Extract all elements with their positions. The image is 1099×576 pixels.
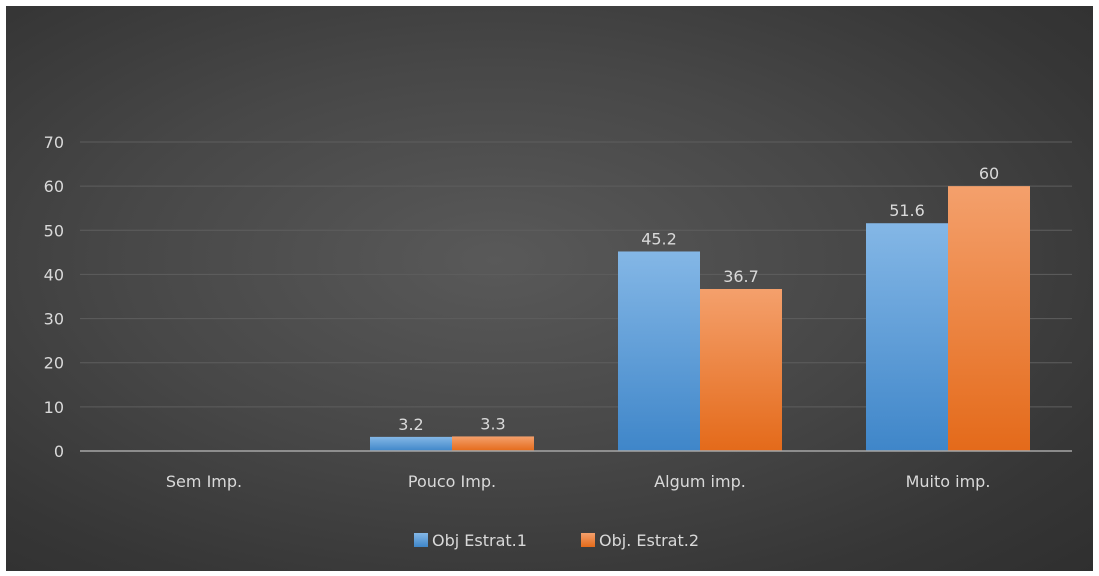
y-tick-label: 20 bbox=[44, 354, 64, 373]
legend-label: Obj. Estrat.2 bbox=[599, 531, 699, 550]
legend-swatch bbox=[414, 533, 428, 547]
y-tick-label: 40 bbox=[44, 265, 64, 284]
y-tick-label: 60 bbox=[44, 177, 64, 196]
bar bbox=[370, 436, 452, 451]
bar bbox=[700, 288, 782, 451]
data-label: 45.2 bbox=[641, 229, 677, 248]
category-label: Muito imp. bbox=[906, 472, 991, 491]
bar-chart: 0 10 20 30 40 50 60 70 3.2 3.3 45.2 36.7 51.6 60 Sem… bbox=[44, 133, 1072, 550]
legend: Obj Estrat.1 Obj. Estrat.2 bbox=[414, 531, 699, 550]
y-axis-ticks: 0 10 20 30 40 50 60 70 bbox=[44, 133, 64, 461]
data-label: 3.2 bbox=[398, 415, 423, 434]
data-label: 60 bbox=[979, 164, 999, 183]
bar bbox=[618, 251, 700, 451]
legend-swatch bbox=[581, 533, 595, 547]
y-tick-label: 0 bbox=[54, 442, 64, 461]
data-label: 51.6 bbox=[889, 201, 925, 220]
bar bbox=[948, 186, 1030, 451]
data-label: 3.3 bbox=[480, 414, 505, 433]
legend-label: Obj Estrat.1 bbox=[432, 531, 527, 550]
x-axis-categories: Sem Imp. Pouco Imp. Algum imp. Muito imp. bbox=[166, 472, 991, 491]
bar bbox=[866, 223, 948, 451]
category-label: Algum imp. bbox=[654, 472, 746, 491]
y-tick-label: 70 bbox=[44, 133, 64, 152]
chart-area: 0 10 20 30 40 50 60 70 3.2 3.3 45.2 36.7 51.6 60 Sem… bbox=[6, 6, 1093, 571]
gridlines bbox=[80, 141, 1072, 408]
data-labels: 3.2 3.3 45.2 36.7 51.6 60 bbox=[398, 164, 999, 434]
y-tick-label: 50 bbox=[44, 221, 64, 240]
category-label: Sem Imp. bbox=[166, 472, 242, 491]
bar bbox=[452, 436, 534, 451]
data-label: 36.7 bbox=[723, 267, 759, 286]
y-tick-label: 10 bbox=[44, 398, 64, 417]
bars bbox=[370, 186, 1030, 451]
y-tick-label: 30 bbox=[44, 310, 64, 329]
category-label: Pouco Imp. bbox=[408, 472, 496, 491]
